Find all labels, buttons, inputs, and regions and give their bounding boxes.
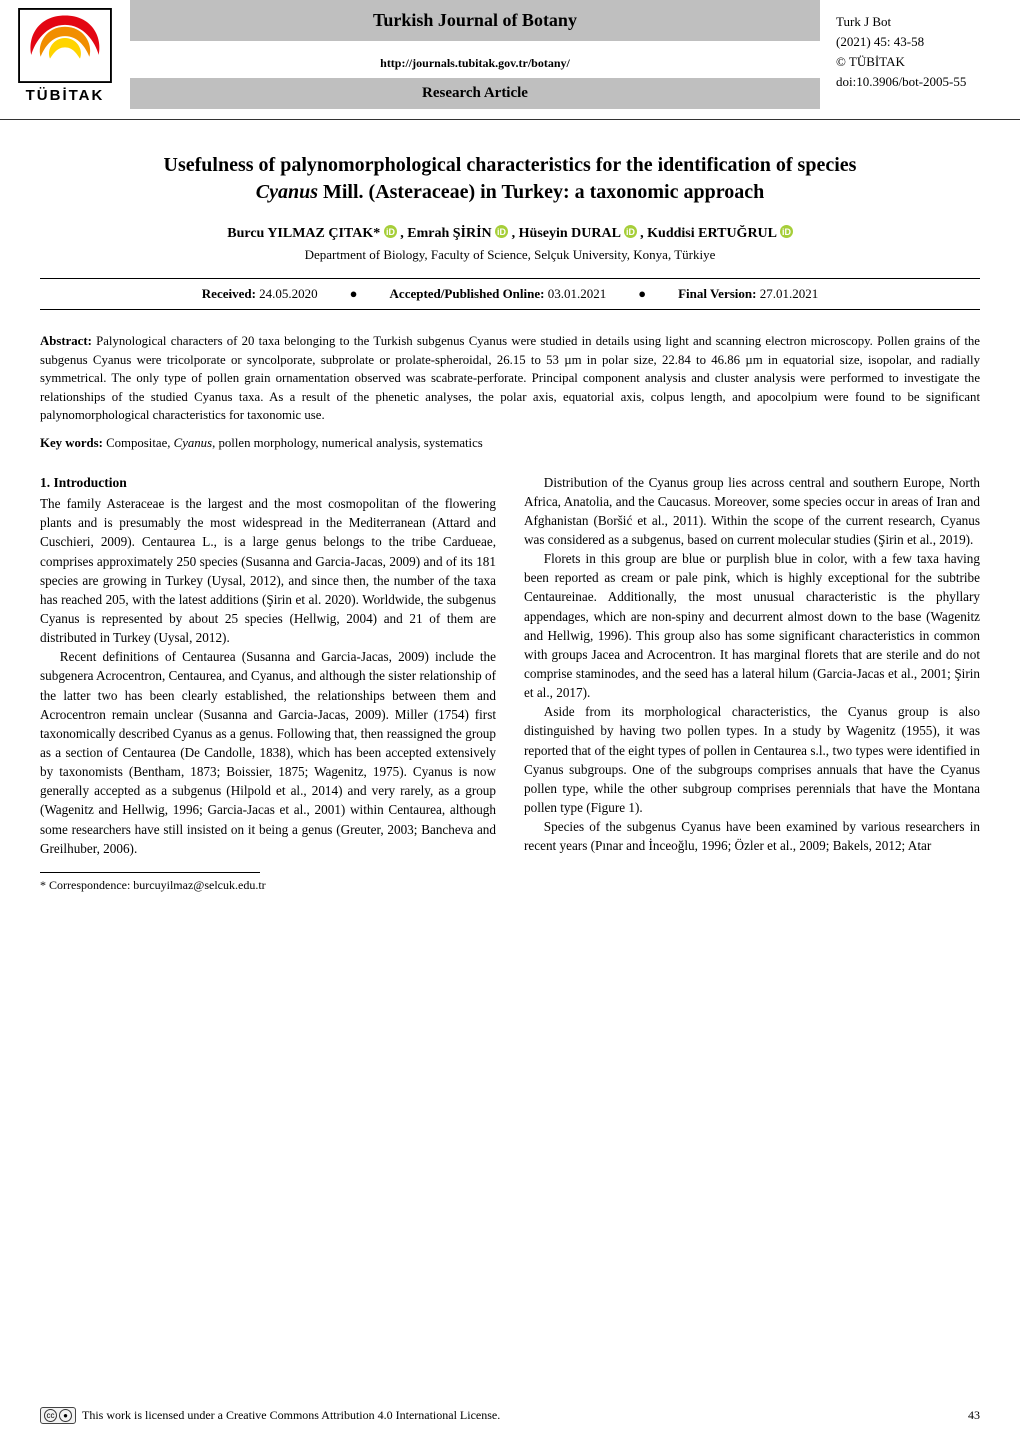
- author-4: , Kuddisi ERTUĞRUL: [640, 226, 776, 241]
- cc-license: cc ● This work is licensed under a Creat…: [40, 1407, 500, 1424]
- author-2: , Emrah ŞİRİN: [400, 226, 491, 241]
- copyright: © TÜBİTAK: [836, 52, 1008, 72]
- journal-meta: Turk J Bot (2021) 45: 43-58 © TÜBİTAK do…: [820, 0, 1020, 119]
- orcid-icon[interactable]: iD: [384, 225, 397, 238]
- body-columns: 1. Introduction The family Asteraceae is…: [40, 473, 980, 858]
- orcid-icon[interactable]: iD: [495, 225, 508, 238]
- received: Received: 24.05.2020: [202, 285, 318, 303]
- keywords: Key words: Compositae, Cyanus, pollen mo…: [40, 435, 980, 453]
- svg-text:iD: iD: [497, 227, 506, 237]
- column-right: Distribution of the Cyanus group lies ac…: [524, 473, 980, 858]
- doi: doi:10.3906/bot-2005-55: [836, 72, 1008, 92]
- accepted: Accepted/Published Online: 03.01.2021: [390, 285, 607, 303]
- footnote-rule: [40, 872, 260, 873]
- journal-title: Turkish Journal of Botany: [130, 0, 820, 41]
- publisher-logo: TÜBİTAK: [0, 0, 130, 119]
- abstract: Abstract: Palynological characters of 20…: [40, 332, 980, 425]
- abstract-text: Palynological characters of 20 taxa belo…: [40, 334, 980, 422]
- cc-badge-icon: cc ●: [40, 1407, 76, 1424]
- body-paragraph: Aside from its morphological characteris…: [524, 702, 980, 817]
- cc-license-text: This work is licensed under a Creative C…: [82, 1407, 500, 1424]
- svg-text:iD: iD: [782, 227, 791, 237]
- keywords-text: Compositae, Cyanus, pollen morphology, n…: [106, 436, 483, 450]
- keywords-label: Key words:: [40, 436, 103, 450]
- authors: Burcu YILMAZ ÇITAK* iD , Emrah ŞİRİN iD …: [60, 224, 960, 244]
- svg-text:iD: iD: [626, 227, 635, 237]
- affiliation: Department of Biology, Faculty of Scienc…: [60, 246, 960, 264]
- section-heading: 1. Introduction: [40, 473, 496, 493]
- issue-pages: (2021) 45: 43-58: [836, 32, 1008, 52]
- article-type: Research Article: [130, 78, 820, 109]
- short-journal-title: Turk J Bot: [836, 12, 1008, 32]
- author-1: Burcu YILMAZ ÇITAK*: [227, 226, 380, 241]
- page-footer: cc ● This work is licensed under a Creat…: [40, 1407, 980, 1424]
- header-center: Turkish Journal of Botany http://journal…: [130, 0, 820, 119]
- svg-text:iD: iD: [386, 227, 395, 237]
- page-number: 43: [968, 1407, 980, 1424]
- final-version: Final Version: 27.01.2021: [678, 285, 818, 303]
- cc-icon: cc: [44, 1409, 57, 1422]
- body-paragraph: Distribution of the Cyanus group lies ac…: [524, 473, 980, 550]
- bullet-icon: ●: [350, 285, 358, 303]
- publisher-name: TÜBİTAK: [26, 85, 105, 106]
- body-paragraph: Florets in this group are blue or purpli…: [524, 549, 980, 702]
- correspondence-footnote: * Correspondence: burcuyilmaz@selcuk.edu…: [40, 877, 980, 894]
- orcid-icon[interactable]: iD: [780, 225, 793, 238]
- abstract-label: Abstract:: [40, 334, 92, 348]
- column-left: 1. Introduction The family Asteraceae is…: [40, 473, 496, 858]
- article-dates: Received: 24.05.2020 ● Accepted/Publishe…: [40, 278, 980, 310]
- journal-url[interactable]: http://journals.tubitak.gov.tr/botany/: [130, 41, 820, 78]
- body-paragraph: Recent definitions of Centaurea (Susanna…: [40, 647, 496, 858]
- article-title: Usefulness of palynomorphological charac…: [60, 152, 960, 206]
- bullet-icon: ●: [638, 285, 646, 303]
- header: TÜBİTAK Turkish Journal of Botany http:/…: [0, 0, 1020, 120]
- body-paragraph: Species of the subgenus Cyanus have been…: [524, 817, 980, 855]
- by-icon: ●: [59, 1409, 72, 1422]
- orcid-icon[interactable]: iD: [624, 225, 637, 238]
- tubitak-logo-icon: [15, 8, 115, 83]
- body-paragraph: The family Asteraceae is the largest and…: [40, 494, 496, 647]
- author-3: , Hüseyin DURAL: [512, 226, 621, 241]
